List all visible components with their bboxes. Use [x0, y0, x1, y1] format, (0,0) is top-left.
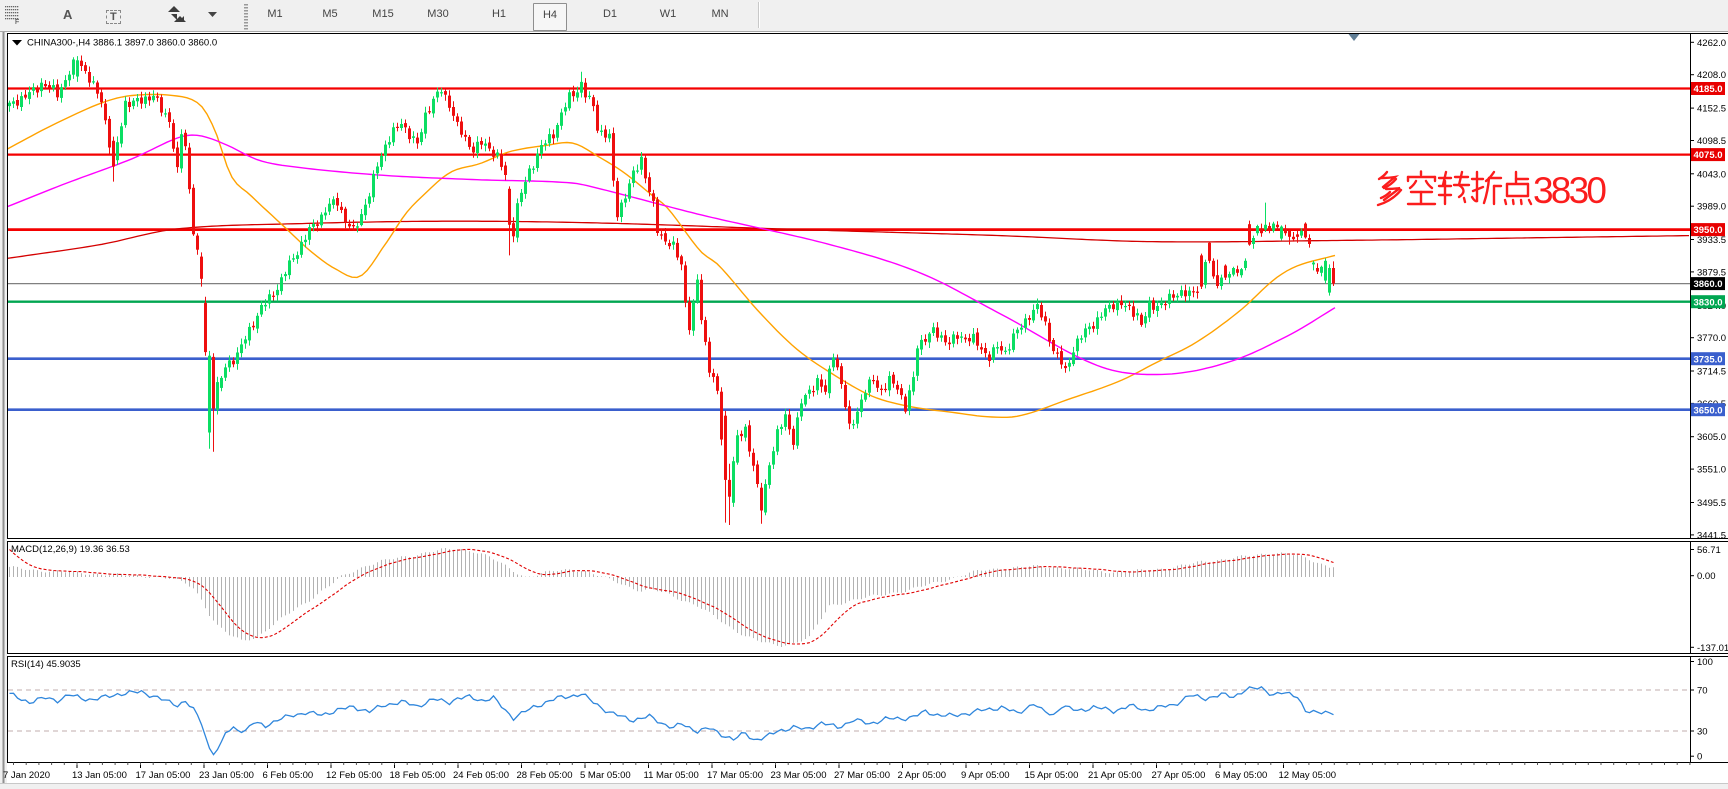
svg-text:3770.0: 3770.0 [1697, 333, 1726, 344]
svg-text:4098.5: 4098.5 [1697, 136, 1726, 147]
svg-text:27 Apr 05:00: 27 Apr 05:00 [1152, 770, 1206, 781]
svg-text:15 Apr 05:00: 15 Apr 05:00 [1025, 770, 1079, 781]
svg-text:7 Jan 2020: 7 Jan 2020 [3, 770, 50, 781]
svg-text:12 Feb 05:00: 12 Feb 05:00 [326, 770, 382, 781]
svg-text:RSI(14) 45.9035: RSI(14) 45.9035 [11, 659, 81, 670]
svg-text:4152.5: 4152.5 [1697, 104, 1726, 115]
svg-text:CHINA300-,H4 3886.1 3897.0 38: CHINA300-,H4 3886.1 3897.0 3860.0 3860.0 [27, 38, 217, 49]
svg-text:F: F [15, 19, 19, 25]
svg-text:3714.5: 3714.5 [1697, 367, 1726, 378]
svg-text:3933.5: 3933.5 [1697, 235, 1726, 246]
svg-text:4262.0: 4262.0 [1697, 38, 1726, 49]
svg-text:3441.5: 3441.5 [1697, 530, 1726, 541]
svg-text:3650.0: 3650.0 [1693, 405, 1722, 416]
svg-text:3830: 3830 [1533, 170, 1607, 211]
svg-text:3495.5: 3495.5 [1697, 498, 1726, 509]
svg-text:-137.01: -137.01 [1697, 643, 1728, 654]
svg-text:3860.0: 3860.0 [1693, 279, 1722, 290]
svg-text:0: 0 [1697, 752, 1702, 763]
svg-text:3605.0: 3605.0 [1697, 432, 1726, 443]
svg-text:12 May 05:00: 12 May 05:00 [1279, 770, 1337, 781]
svg-text:9 Apr 05:00: 9 Apr 05:00 [961, 770, 1010, 781]
svg-text:5 Mar 05:00: 5 Mar 05:00 [580, 770, 631, 781]
svg-text:MACD(12,26,9) 19.36 36.53: MACD(12,26,9) 19.36 36.53 [11, 544, 130, 555]
svg-text:13 Jan 05:00: 13 Jan 05:00 [72, 770, 127, 781]
svg-text:3950.0: 3950.0 [1693, 225, 1722, 236]
svg-text:28 Feb 05:00: 28 Feb 05:00 [517, 770, 573, 781]
svg-text:17 Mar 05:00: 17 Mar 05:00 [707, 770, 763, 781]
svg-text:23 Jan 05:00: 23 Jan 05:00 [199, 770, 254, 781]
svg-text:6 Feb 05:00: 6 Feb 05:00 [263, 770, 314, 781]
svg-text:27 Mar 05:00: 27 Mar 05:00 [834, 770, 890, 781]
svg-text:56.71: 56.71 [1697, 545, 1721, 556]
svg-text:2 Apr 05:00: 2 Apr 05:00 [898, 770, 947, 781]
svg-text:17 Jan 05:00: 17 Jan 05:00 [136, 770, 191, 781]
svg-text:30: 30 [1697, 727, 1708, 738]
svg-text:18 Feb 05:00: 18 Feb 05:00 [390, 770, 446, 781]
svg-text:0.00: 0.00 [1697, 571, 1716, 582]
svg-text:4208.0: 4208.0 [1697, 70, 1726, 81]
svg-text:100: 100 [1697, 657, 1713, 668]
svg-text:21 Apr 05:00: 21 Apr 05:00 [1088, 770, 1142, 781]
svg-text:4075.0: 4075.0 [1693, 150, 1722, 161]
svg-text:3879.5: 3879.5 [1697, 267, 1726, 278]
svg-text:3830.0: 3830.0 [1693, 297, 1722, 308]
svg-text:4185.0: 4185.0 [1693, 84, 1722, 95]
svg-text:24 Feb 05:00: 24 Feb 05:00 [453, 770, 509, 781]
svg-text:3551.0: 3551.0 [1697, 465, 1726, 476]
svg-text:6 May 05:00: 6 May 05:00 [1215, 770, 1267, 781]
svg-text:3735.0: 3735.0 [1693, 354, 1722, 365]
svg-text:70: 70 [1697, 686, 1708, 697]
svg-text:23 Mar 05:00: 23 Mar 05:00 [771, 770, 827, 781]
svg-text:11 Mar 05:00: 11 Mar 05:00 [644, 770, 699, 781]
svg-text:4043.0: 4043.0 [1697, 169, 1726, 180]
svg-text:3989.0: 3989.0 [1697, 202, 1726, 213]
